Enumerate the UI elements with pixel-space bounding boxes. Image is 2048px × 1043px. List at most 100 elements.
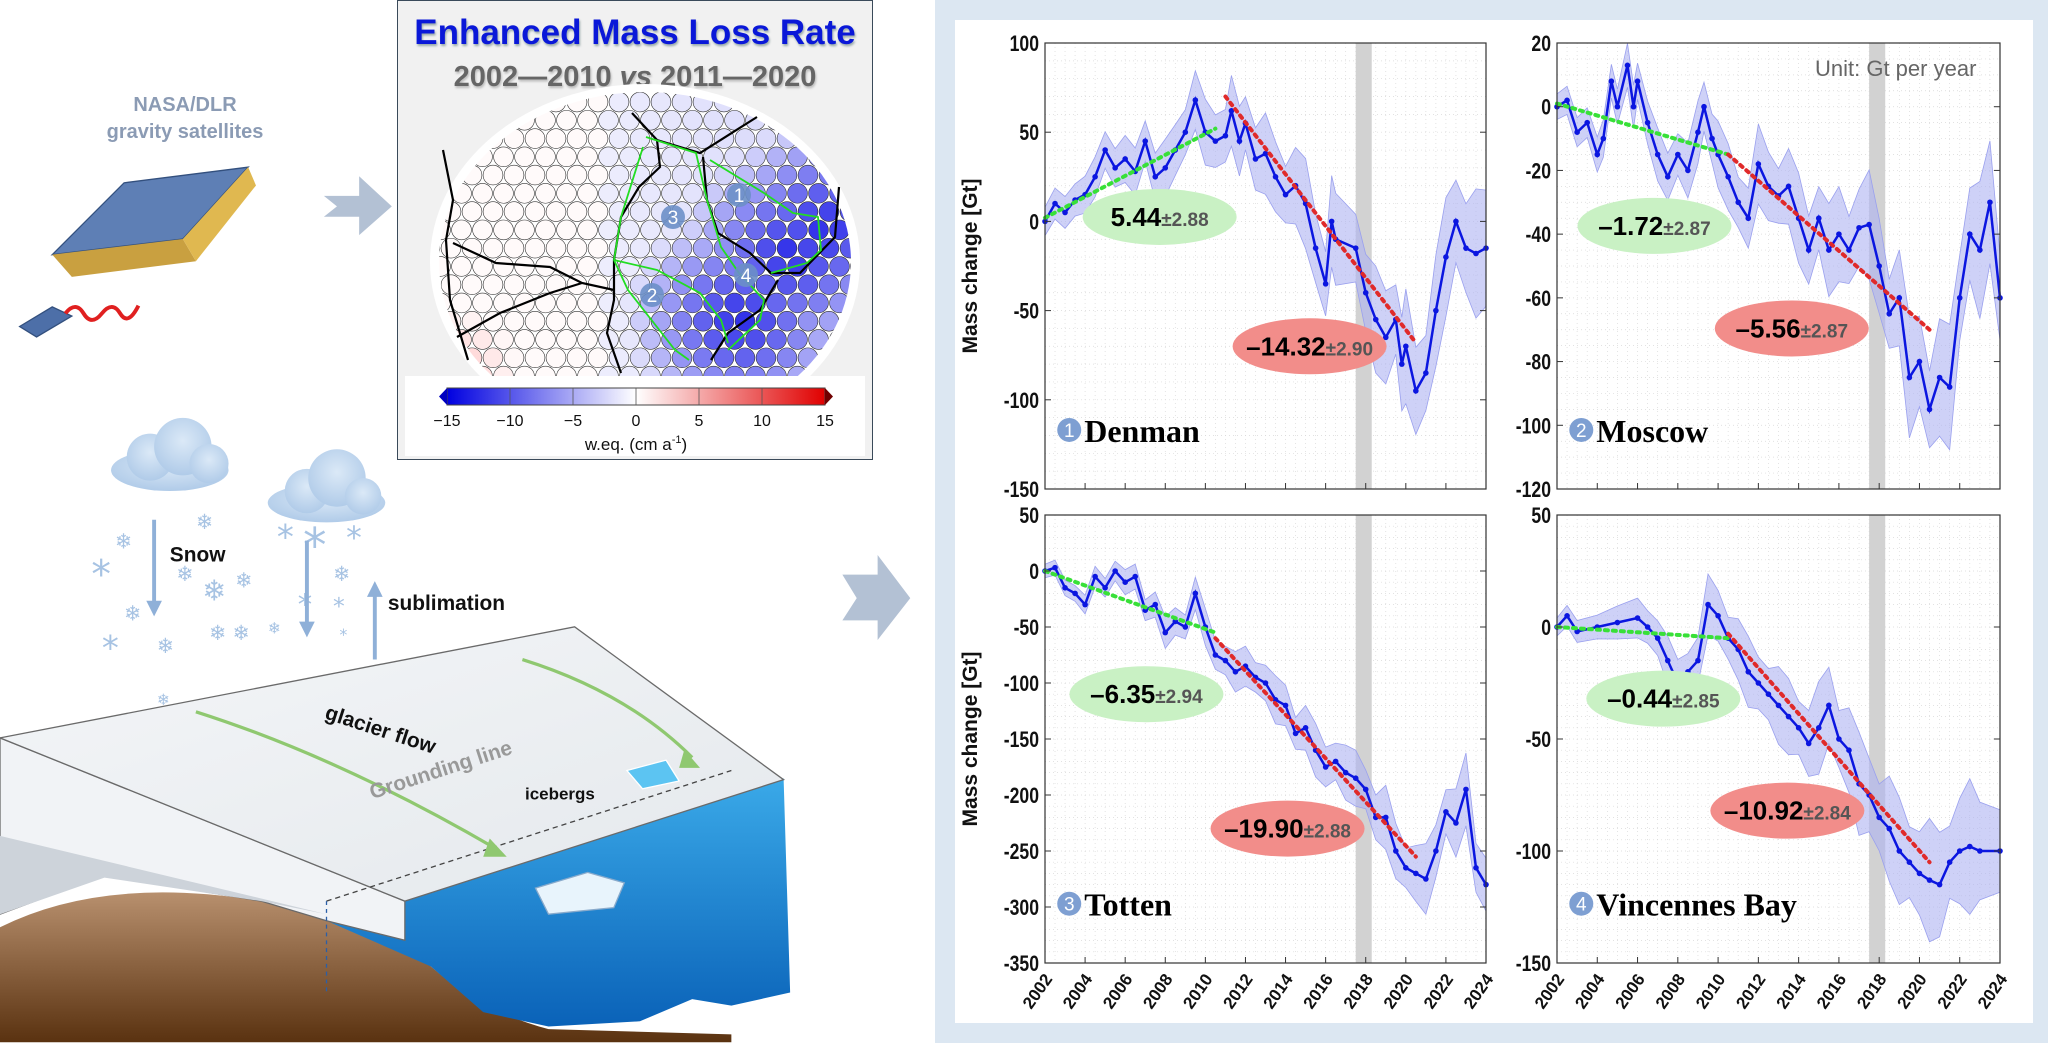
data-point xyxy=(1785,713,1792,720)
map-grid-cell xyxy=(629,237,651,259)
map-grid-cell xyxy=(787,292,808,314)
data-point xyxy=(1701,103,1707,110)
x-tick-label: 2004 xyxy=(1059,970,1097,1012)
map-grid-cell xyxy=(629,347,651,368)
map-grid-cell xyxy=(587,164,609,186)
map-grid-cell xyxy=(872,293,873,313)
data-point xyxy=(1312,245,1319,251)
x-tick-label: 2016 xyxy=(1300,970,1337,1012)
map-grid-cell xyxy=(440,347,462,368)
map-grid-cell xyxy=(850,110,851,131)
map-grid-cell xyxy=(493,292,514,314)
map-grid-cell xyxy=(692,128,714,149)
data-point xyxy=(1815,725,1822,731)
map-grid-cell xyxy=(608,92,630,113)
x-tick-label: 2006 xyxy=(1099,970,1136,1012)
y-tick-label: -50 xyxy=(1014,300,1039,324)
map-grid-cell xyxy=(598,219,619,241)
data-point xyxy=(1846,247,1852,253)
region-number-badge xyxy=(1569,891,1594,916)
data-point xyxy=(1092,174,1098,180)
map-grid-cell xyxy=(797,164,819,186)
map-grid-cell xyxy=(861,238,873,258)
y-tick-label: 50 xyxy=(1019,504,1039,528)
map-grid-cell xyxy=(776,347,798,368)
map-grid-cell xyxy=(482,201,504,222)
data-point xyxy=(1634,78,1641,85)
map-grid-cell xyxy=(482,164,504,186)
map-grid-cell xyxy=(503,201,525,222)
map-grid-cell xyxy=(872,366,873,386)
map-grid-cell xyxy=(514,183,535,204)
map-grid-cell xyxy=(787,110,808,131)
colorbar-tick-label: 15 xyxy=(816,413,834,430)
map-grid-cell xyxy=(524,347,546,368)
x-tick-label: 2024 xyxy=(1974,970,2012,1012)
map-grid-cell xyxy=(566,201,588,222)
map-grid-cell xyxy=(861,275,873,295)
y-tick-label: -50 xyxy=(1014,616,1039,640)
data-point xyxy=(1142,138,1149,144)
map-grid-cell xyxy=(766,329,787,350)
data-point xyxy=(1644,624,1651,630)
y-tick-label: -100 xyxy=(1004,672,1039,696)
map-grid-cell xyxy=(524,237,546,259)
data-point xyxy=(1062,585,1068,591)
map-grid-cell xyxy=(587,237,609,259)
map-grid-cell xyxy=(861,348,873,368)
y-tick-label: -100 xyxy=(1516,415,1551,439)
data-point xyxy=(1876,814,1882,821)
svg-text:❄: ❄ xyxy=(196,510,214,534)
trend-late-rate-label: –5.56±2.87 xyxy=(1736,313,1849,343)
map-grid-cell xyxy=(829,256,850,277)
map-grid-cell xyxy=(472,329,493,350)
map-grid-cell xyxy=(797,92,819,113)
map-grid-cell xyxy=(619,329,640,350)
data-point xyxy=(1695,129,1701,135)
data-point xyxy=(1382,334,1389,341)
chart-title: Moscow xyxy=(1596,413,1708,449)
data-point xyxy=(1162,629,1169,636)
map-grid-cell xyxy=(629,92,651,113)
map-grid-cell xyxy=(461,92,483,113)
data-point xyxy=(1564,97,1570,104)
data-point xyxy=(1795,725,1802,731)
data-point xyxy=(1956,848,1963,854)
map-grid-cell xyxy=(818,274,840,295)
data-point xyxy=(1182,624,1189,630)
map-grid-cell xyxy=(566,128,588,149)
data-point xyxy=(1876,263,1882,269)
data-point xyxy=(1916,870,1923,877)
map-grid-cell xyxy=(682,110,703,131)
mass-loss-map: 1 2 3 4 −15 −10 −5 0 5 10 15 w.eq. (cm a-1) xyxy=(405,84,873,456)
satellite-label: NASA/DLR gravity satellites xyxy=(100,92,270,146)
data-point xyxy=(1634,615,1641,621)
data-point xyxy=(1212,652,1219,658)
data-point xyxy=(1896,848,1903,854)
trend-early-line xyxy=(1555,101,1731,157)
trend-early-rate-label: 5.44±2.88 xyxy=(1111,202,1209,232)
x-tick-label: 2020 xyxy=(1893,970,1930,1012)
map-grid-cell xyxy=(692,201,714,222)
data-point xyxy=(1092,573,1098,580)
trend-late-rate-label: –14.32±2.90 xyxy=(1246,331,1373,361)
y-tick-label: 0 xyxy=(1541,616,1551,640)
map-grid-cell xyxy=(514,219,535,241)
region-number-badge xyxy=(640,283,664,307)
region-number: 1 xyxy=(734,186,745,207)
map-grid-cell xyxy=(776,311,798,332)
trend-late-line xyxy=(1726,631,1932,865)
map-grid-cell xyxy=(619,219,640,241)
trend-late-line xyxy=(1223,94,1418,345)
map-grid-cell xyxy=(503,164,525,186)
map-grid-cell xyxy=(577,292,598,314)
map-grid-cell xyxy=(850,183,851,204)
svg-text:❄: ❄ xyxy=(235,569,252,593)
map-grid-cell xyxy=(577,183,598,204)
region-number: 4 xyxy=(741,266,752,287)
data-point xyxy=(1630,103,1637,110)
y-tick-label: -100 xyxy=(1004,389,1039,413)
y-tick-label: -250 xyxy=(1004,840,1039,864)
map-grid-cell xyxy=(629,311,651,332)
mass-change-series xyxy=(1556,65,2002,415)
